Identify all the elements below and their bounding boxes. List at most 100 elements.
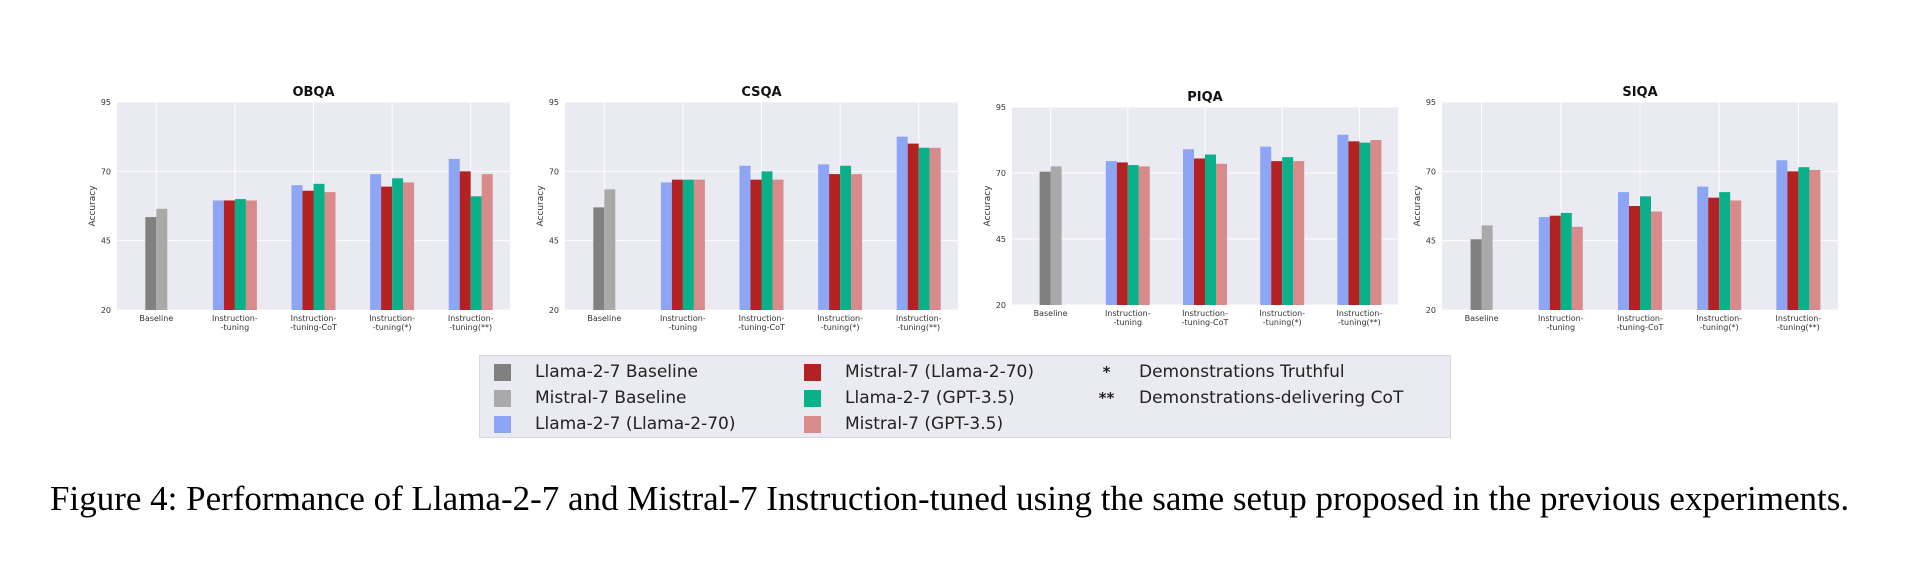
legend-swatch	[494, 389, 511, 407]
y-tick-label: 70	[101, 167, 111, 176]
y-tick-label: 95	[549, 98, 559, 107]
bar	[1538, 217, 1550, 310]
x-tick-label: -tuning(**)	[897, 323, 940, 332]
y-tick-label: 95	[101, 98, 111, 107]
bar	[1560, 212, 1572, 310]
bar	[1271, 161, 1283, 305]
y-tick-label: 95	[1426, 98, 1436, 107]
legend-marker: *	[1102, 363, 1111, 381]
legend: Llama-2-7 Baseline Mistral-7 Baseline Llam…	[479, 355, 1451, 438]
chart-title: CSQA	[741, 85, 781, 100]
bar	[145, 217, 157, 310]
x-tick-label: -tuning	[1114, 318, 1143, 327]
bar	[1282, 157, 1294, 305]
bar	[234, 199, 246, 310]
y-tick-label: 95	[996, 103, 1006, 112]
bar	[1809, 169, 1821, 310]
x-tick-label: -tuning(*)	[373, 323, 412, 332]
x-tick-label: -tuning(**)	[1338, 318, 1381, 327]
x-tick-label: Baseline	[1034, 309, 1068, 318]
x-tick-label: Instruction-	[1182, 309, 1228, 318]
x-tick-label: Instruction-	[1696, 314, 1742, 323]
x-tick-label: Instruction-	[1105, 309, 1151, 318]
bar	[291, 185, 303, 310]
y-axis-label: Accuracy	[983, 185, 993, 227]
bar	[448, 158, 460, 310]
bar	[324, 192, 336, 310]
bar	[1205, 154, 1216, 305]
bar	[1798, 167, 1810, 310]
bar	[481, 174, 493, 310]
bar	[750, 179, 762, 310]
bar	[693, 179, 705, 310]
bar	[223, 200, 235, 310]
legend-swatch	[494, 415, 511, 433]
legend-label: Demonstrations-delivering CoT	[1139, 388, 1404, 408]
y-tick-label: 20	[549, 306, 559, 315]
x-tick-label: Instruction-	[660, 314, 706, 323]
chart-title: SIQA	[1622, 85, 1657, 100]
bar	[1787, 171, 1799, 310]
x-tick-label: Instruction-	[896, 314, 942, 323]
bar	[1470, 239, 1482, 310]
bar	[313, 183, 325, 310]
x-tick-label: -tuning-CoT	[1182, 318, 1229, 327]
bar	[761, 171, 773, 310]
bar	[1216, 163, 1227, 305]
x-tick-label: -tuning	[1547, 323, 1576, 332]
y-tick-label: 70	[549, 167, 559, 176]
bar	[1116, 162, 1128, 305]
bar	[604, 189, 616, 310]
figure-caption: Figure 4: Performance of Llama-2-7 and M…	[50, 479, 1850, 518]
bar	[156, 208, 168, 310]
legend-label: Mistral-7 Baseline	[535, 388, 687, 408]
chart-title: OBQA	[292, 85, 334, 100]
y-tick-label: 20	[1426, 306, 1436, 315]
bar	[1730, 200, 1742, 310]
bar	[1105, 161, 1117, 305]
x-tick-label: Baseline	[139, 314, 173, 323]
y-axis-label: Accuracy	[88, 185, 98, 227]
legend-marker: **	[1098, 389, 1115, 407]
bar	[1640, 196, 1651, 310]
y-tick-label: 20	[101, 306, 111, 315]
legend-item: Llama-2-7 (Llama-2-70)	[494, 412, 735, 436]
bar	[1697, 186, 1709, 310]
x-tick-label: -tuning	[669, 323, 698, 332]
bar	[212, 200, 224, 310]
bar	[381, 186, 393, 310]
bar	[1348, 141, 1360, 305]
legend-label: Demonstrations Truthful	[1139, 362, 1345, 382]
legend-item: ** Demonstrations-delivering CoT	[1098, 386, 1404, 410]
bar	[840, 165, 852, 310]
bar	[1138, 166, 1150, 305]
x-tick-label: Instruction-	[1259, 309, 1305, 318]
bar	[907, 143, 919, 310]
bar	[470, 196, 482, 310]
bar	[1651, 211, 1662, 310]
legend-item: Llama-2-7 Baseline	[494, 360, 698, 384]
bar	[1293, 161, 1305, 305]
y-tick-label: 45	[101, 237, 111, 246]
x-tick-label: Instruction-	[448, 314, 494, 323]
legend-item: Llama-2-7 (GPT-3.5)	[804, 386, 1015, 410]
y-tick-label: 20	[996, 301, 1006, 310]
x-tick-label: -tuning	[221, 323, 250, 332]
bar	[1370, 140, 1382, 305]
x-tick-label: Instruction-	[1337, 309, 1383, 318]
bar	[1618, 192, 1629, 310]
legend-item: Mistral-7 (Llama-2-70)	[804, 360, 1034, 384]
x-tick-label: -tuning-CoT	[290, 323, 337, 332]
bar	[1481, 225, 1493, 310]
x-tick-label: Instruction-	[739, 314, 785, 323]
x-tick-label: -tuning-CoT	[738, 323, 785, 332]
x-tick-label: Instruction-	[1538, 314, 1584, 323]
bar	[1708, 197, 1720, 310]
bar	[593, 207, 605, 310]
bar	[1629, 206, 1640, 310]
bar	[660, 182, 672, 310]
legend-swatch	[804, 415, 821, 433]
x-tick-label: -tuning(*)	[821, 323, 860, 332]
bar	[1039, 171, 1051, 305]
